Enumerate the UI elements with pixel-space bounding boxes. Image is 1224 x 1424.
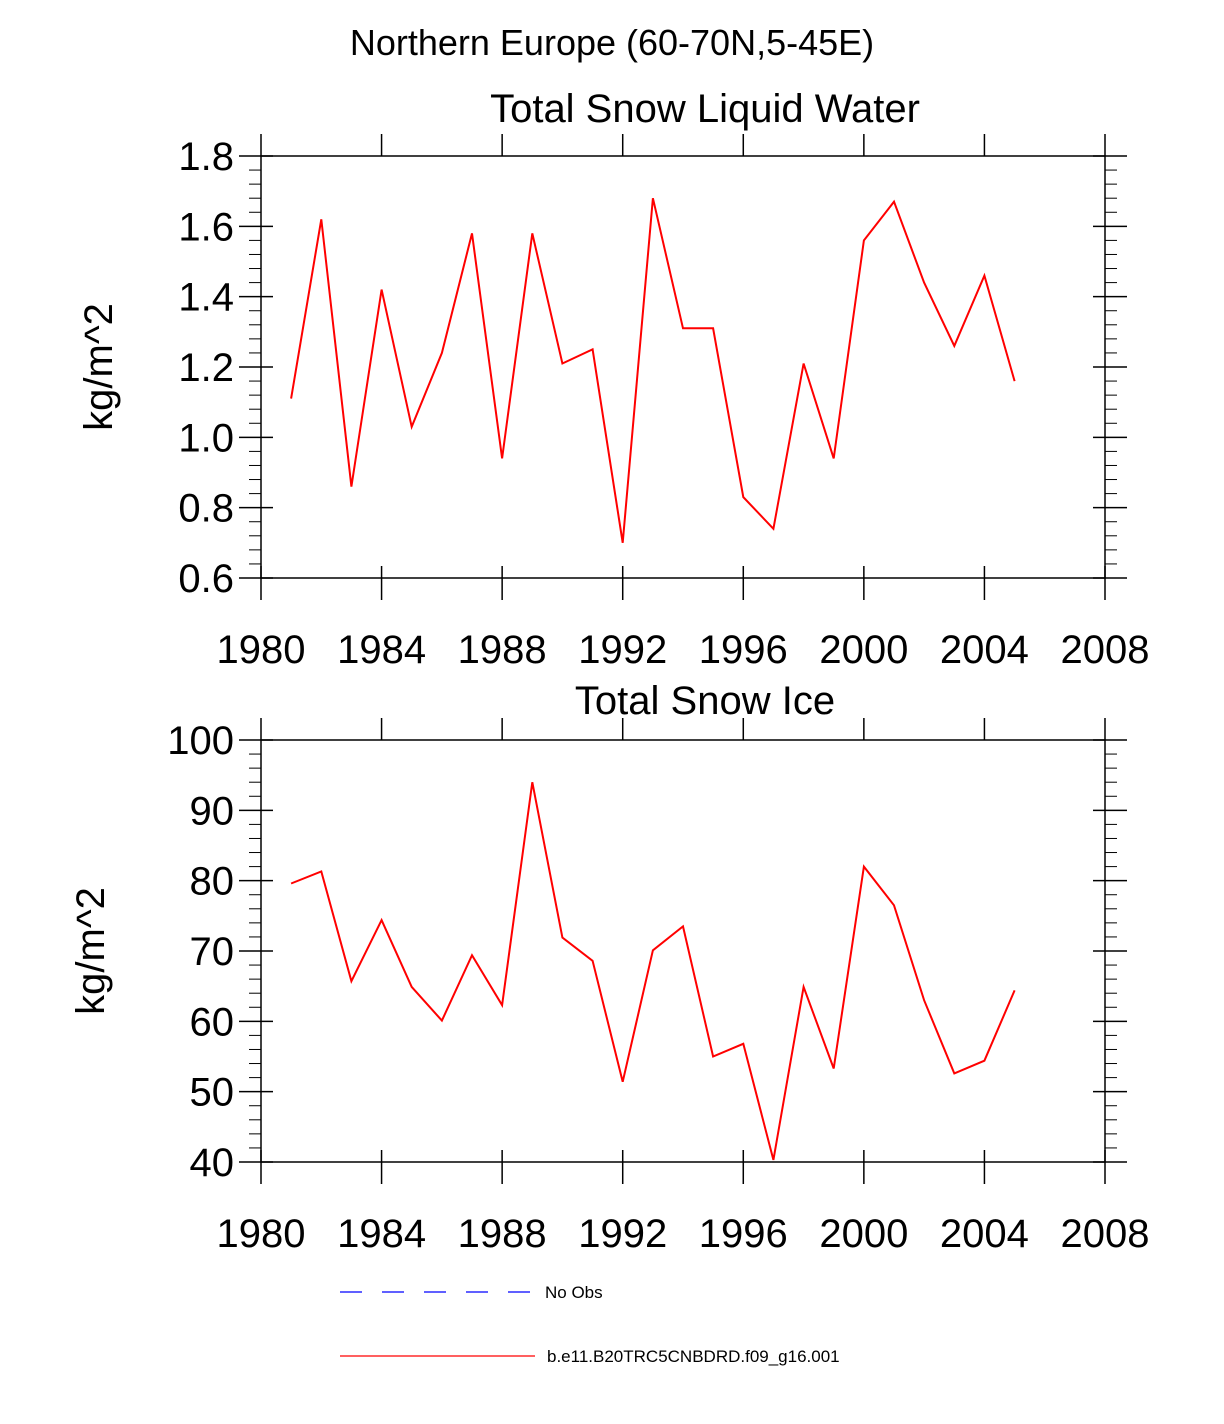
x-tick-label: 1988 xyxy=(458,1212,547,1256)
series-line xyxy=(290,197,1016,543)
x-tick-label: 1988 xyxy=(458,628,547,672)
y-tick-label: 1.2 xyxy=(178,346,234,390)
y-tick-label: 50 xyxy=(190,1071,235,1115)
plot-frame xyxy=(260,155,1106,579)
x-tick-label: 2000 xyxy=(819,1212,908,1256)
x-tick-label: 2008 xyxy=(1061,628,1150,672)
panel-title: Total Snow Liquid Water xyxy=(490,87,920,131)
x-tick-label: 1996 xyxy=(699,1212,788,1256)
y-tick-label: 60 xyxy=(190,1000,235,1044)
x-tick-label: 2004 xyxy=(940,628,1029,672)
x-tick-label: 1992 xyxy=(578,1212,667,1256)
y-tick-label: 1.8 xyxy=(178,135,234,179)
x-tick-label: 1992 xyxy=(578,628,667,672)
plot-frame xyxy=(260,739,1106,1163)
x-tick-label: 1984 xyxy=(337,628,426,672)
y-tick-label: 1.6 xyxy=(178,205,234,249)
x-tick-label: 2004 xyxy=(940,1212,1029,1256)
y-tick-label: 1.4 xyxy=(178,276,234,320)
legend: No Obs b.e11.B20TRC5CNBDRD.f09_g16.001 xyxy=(340,1283,840,1366)
y-axis-label: kg/m^2 xyxy=(77,303,121,431)
x-tick-label: 2000 xyxy=(819,628,908,672)
y-tick-label: 70 xyxy=(190,930,235,974)
panel-snow-ice: Total Snow Ice kg/m^2 1980 1984 1988 1992 1996… xyxy=(69,679,1149,1256)
y-tick-label: 1.0 xyxy=(178,416,234,460)
panel-snow-liquid-water: Total Snow Liquid Water kg/m^2 1980 1984 198… xyxy=(77,87,1149,672)
panel-title: Total Snow Ice xyxy=(575,679,835,723)
x-tick-label: 1996 xyxy=(699,628,788,672)
x-tick-label: 1980 xyxy=(217,1212,306,1256)
legend-label: No Obs xyxy=(545,1283,603,1302)
series-line xyxy=(290,782,1016,1161)
y-tick-label: 0.8 xyxy=(178,487,234,531)
y-tick-label: 80 xyxy=(190,860,235,904)
y-axis-label: kg/m^2 xyxy=(69,887,113,1015)
y-tick-label: 40 xyxy=(190,1141,235,1185)
figure-suptitle: Northern Europe (60-70N,5-45E) xyxy=(349,22,875,63)
y-tick-label: 100 xyxy=(167,719,234,763)
x-tick-label: 1980 xyxy=(217,628,306,672)
x-tick-label: 2008 xyxy=(1061,1212,1150,1256)
y-tick-label: 90 xyxy=(190,789,235,833)
y-tick-label: 0.6 xyxy=(178,557,234,601)
x-tick-label: 1984 xyxy=(337,1212,426,1256)
legend-label: b.e11.B20TRC5CNBDRD.f09_g16.001 xyxy=(547,1347,840,1366)
